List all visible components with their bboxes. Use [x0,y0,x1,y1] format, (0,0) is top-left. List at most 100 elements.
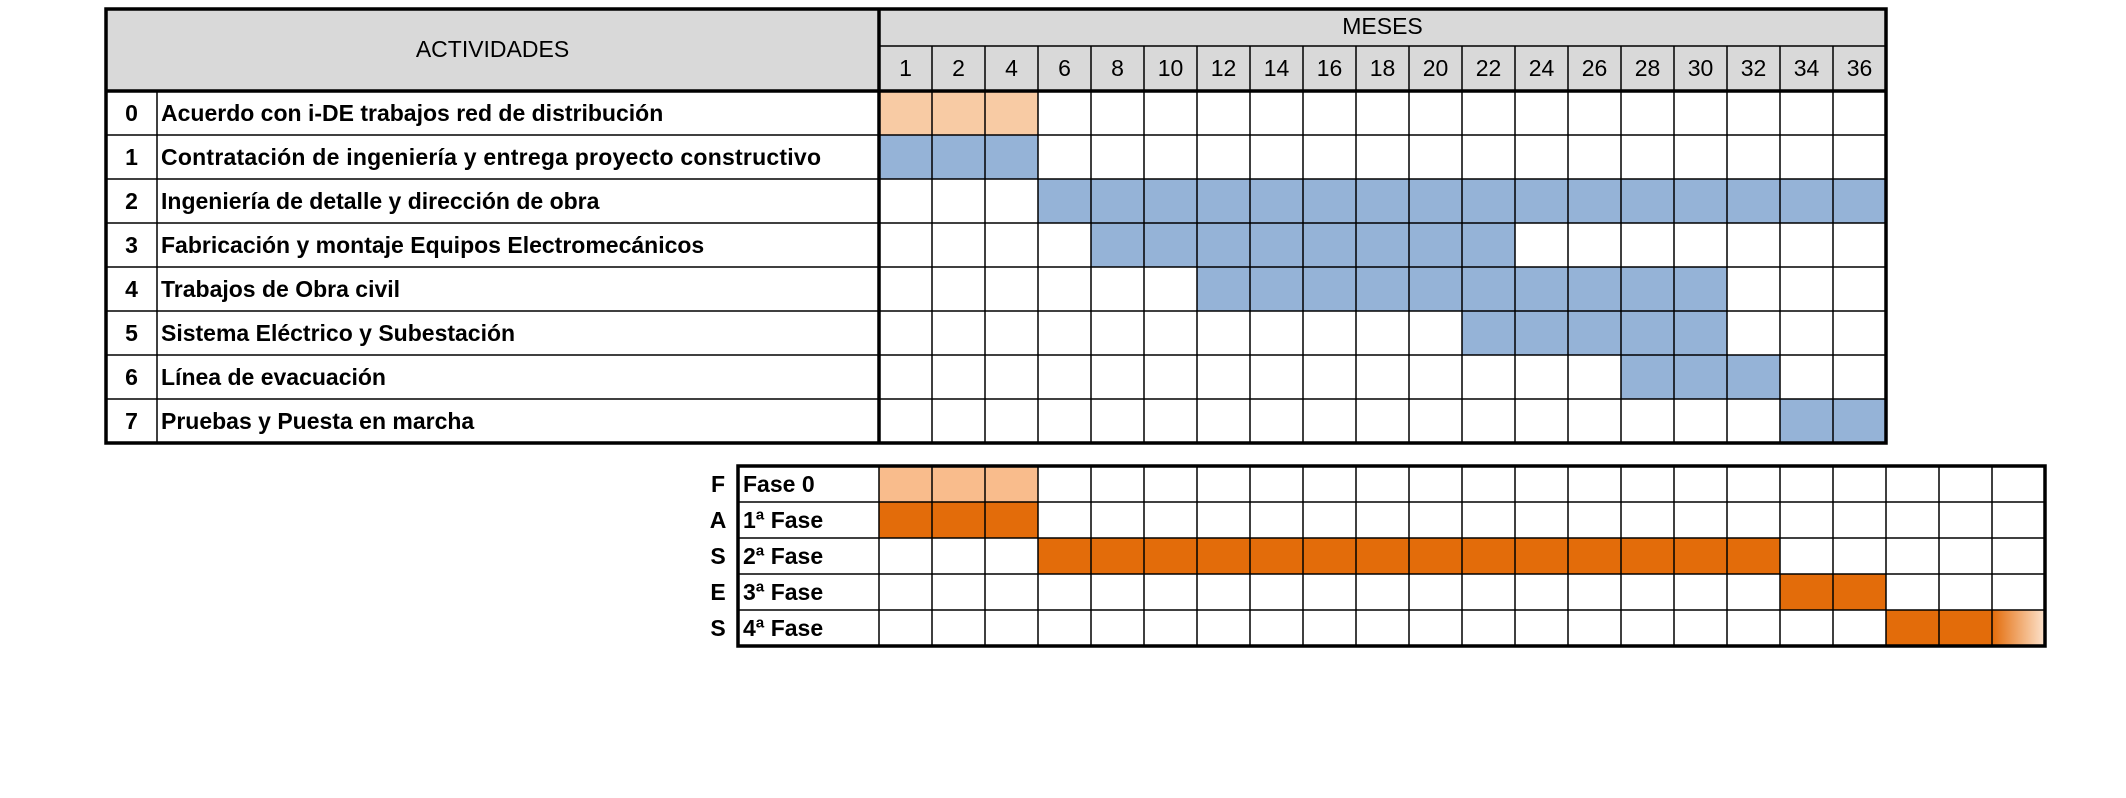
activity-bar-cell [1409,179,1462,223]
activity-bar-cell [1674,267,1727,311]
phase-bar-cell [1091,538,1144,574]
activity-bar-cell [1515,267,1568,311]
activity-bar-cell [1727,179,1780,223]
phase-bar-cell [1833,574,1886,610]
activity-bar-cell [1621,355,1674,399]
phases-side-letter: A [710,507,727,533]
activity-bar-cell [1197,223,1250,267]
activity-bar-cell [1833,179,1886,223]
phase-label: 1ª Fase [743,507,823,533]
month-tick-label: 18 [1370,55,1396,81]
month-tick-label: 2 [952,55,965,81]
phase-bar-cell [1250,538,1303,574]
activity-bar-cell [985,91,1038,135]
activity-bar-cell [1356,223,1409,267]
activity-bar-cell [1515,179,1568,223]
phase-label: 4ª Fase [743,615,823,641]
activity-label: Contratación de ingeniería y entrega pro… [161,144,821,170]
activity-number: 7 [125,408,138,434]
phases-side-letter: S [710,543,725,569]
phase-bar-cell [1939,610,1992,646]
activity-bar-cell [1356,267,1409,311]
phase-bar-cell [1780,574,1833,610]
activity-bar-cell [1462,311,1515,355]
phase-label: Fase 0 [743,471,815,497]
phase-bar-cell [1303,538,1356,574]
activity-bar-cell [1674,179,1727,223]
month-tick-label: 32 [1741,55,1767,81]
activity-bar-cell [932,91,985,135]
activity-bar-cell [1091,179,1144,223]
activity-bar-cell [1780,399,1833,443]
phase-bar-cell [1727,538,1780,574]
activity-bar-cell [879,135,932,179]
activity-bar-cell [1674,311,1727,355]
phase-bar-cell [1515,538,1568,574]
phase-bar-cell [1674,538,1727,574]
phase-bar-cell [879,466,932,502]
month-tick-label: 14 [1264,55,1290,81]
activity-label: Sistema Eléctrico y Subestación [161,320,515,346]
activity-label: Fabricación y montaje Equipos Electromec… [161,232,704,258]
activity-bar-cell [1409,267,1462,311]
activity-bar-cell [879,91,932,135]
phase-bar-cell [985,466,1038,502]
phase-bar-cell [1568,538,1621,574]
month-tick-label: 1 [899,55,912,81]
activity-number: 3 [125,232,138,258]
activity-bar-cell [1197,267,1250,311]
month-tick-label: 16 [1317,55,1343,81]
month-tick-label: 8 [1111,55,1124,81]
activity-bar-cell [1621,179,1674,223]
month-tick-label: 10 [1158,55,1184,81]
phase-bar-cell [1038,538,1091,574]
phase-label: 3ª Fase [743,579,823,605]
activity-label: Pruebas y Puesta en marcha [161,408,474,434]
activity-bar-cell [1091,223,1144,267]
activity-number: 0 [125,100,138,126]
activity-bar-cell [1250,223,1303,267]
activity-bar-cell [1621,267,1674,311]
activity-bar-cell [1515,311,1568,355]
month-tick-label: 4 [1005,55,1018,81]
activity-bar-cell [1568,311,1621,355]
activity-bar-cell [932,135,985,179]
month-tick-label: 22 [1476,55,1502,81]
phase-table-outer-border [736,464,2047,648]
phases-side-letter: E [710,579,725,605]
activity-label: Trabajos de Obra civil [161,276,400,302]
activity-bar-cell [1462,267,1515,311]
phases-side-letter: F [711,471,725,497]
month-tick-label: 34 [1794,55,1820,81]
month-tick-label: 20 [1423,55,1449,81]
activity-bar-cell [1462,179,1515,223]
phase-bar-cell [879,502,932,538]
activity-bar-cell [1568,179,1621,223]
phase-bar-cell [1992,610,2045,646]
phase-bar-cell [1462,538,1515,574]
month-tick-label: 6 [1058,55,1071,81]
activity-bar-cell [1303,267,1356,311]
activity-bar-cell [1727,355,1780,399]
activity-bar-cell [1303,179,1356,223]
activity-label: Línea de evacuación [161,364,386,390]
activity-bar-cell [1038,179,1091,223]
phase-bar-cell [1886,610,1939,646]
phase-bar-cell [1409,538,1462,574]
month-tick-label: 24 [1529,55,1555,81]
month-tick-label: 30 [1688,55,1714,81]
activity-number: 4 [125,276,138,302]
activity-bar-cell [1780,179,1833,223]
activity-bar-cell [1356,179,1409,223]
activity-label: Ingeniería de detalle y dirección de obr… [161,188,600,214]
activity-bar-cell [1833,399,1886,443]
month-tick-label: 12 [1211,55,1237,81]
phase-label: 2ª Fase [743,543,823,569]
activity-bar-cell [1462,223,1515,267]
month-tick-label: 28 [1635,55,1661,81]
month-tick-label: 26 [1582,55,1608,81]
activity-bar-cell [1250,267,1303,311]
phase-bar-cell [1356,538,1409,574]
activity-bar-cell [1303,223,1356,267]
